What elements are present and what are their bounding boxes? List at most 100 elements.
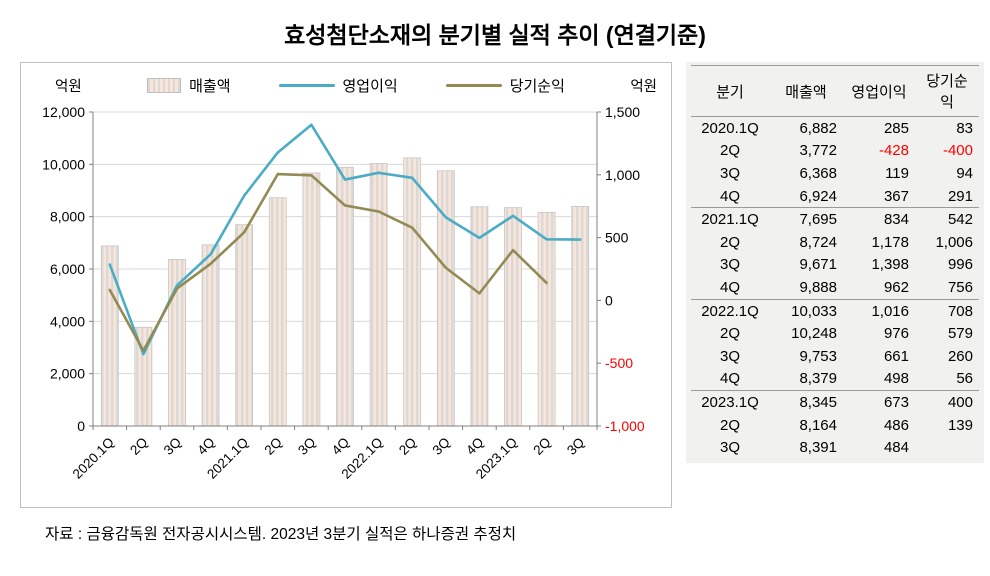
value-cell: 8,345 — [769, 390, 843, 414]
table-row: 2020.1Q 6,882 285 83 — [691, 117, 979, 140]
revenue-bar — [302, 172, 321, 427]
value-cell: 9,671 — [799, 256, 837, 274]
quarter-cell: 2Q — [719, 325, 740, 343]
table-row: 2021.1Q 7,695 834 542 — [691, 207, 979, 231]
x-axis-tick-label: 3Q — [564, 435, 587, 458]
table-header-row: 분기 매출액 영업이익 당기순익 — [691, 65, 979, 117]
value-cell: 756 — [947, 278, 973, 296]
net-income-line — [108, 172, 548, 352]
table-row: 2023.1Q 8,345 673 400 — [691, 390, 979, 414]
right-axis-tick-label: 1,000 — [605, 167, 640, 183]
value-cell: 8,724 — [799, 233, 837, 251]
quarter-cell: 2023.1Q — [691, 390, 769, 414]
table-header-cell: 분기 — [691, 65, 769, 117]
value-cell: 579 — [947, 325, 973, 343]
table-header-cell: 영업이익 — [843, 65, 915, 117]
page: 효성첨단소재의 분기별 실적 추이 (연결기준) 억원 매출액 영업이익 당기순익 … — [0, 16, 990, 544]
chart-header: 억원 매출액 영업이익 당기순익 억원 — [21, 71, 671, 98]
value-cell: 1,178 — [871, 233, 909, 251]
table-row: 2Q 10,248 976 579 — [691, 322, 979, 345]
table-row: 2Q 8,164 486 139 — [691, 414, 979, 437]
value-cell: 6,924 — [799, 187, 837, 205]
value-cell: 9,888 — [799, 278, 837, 296]
value-cell: 260 — [947, 347, 973, 365]
quarter-cell: 2Q — [719, 142, 740, 160]
line-swatch — [445, 84, 502, 87]
value-cell: 119 — [885, 164, 909, 182]
value-cell: 367 — [883, 187, 909, 205]
value-cell: 708 — [915, 298, 979, 323]
value-cell: 400 — [915, 390, 979, 414]
legend-label: 매출액 — [189, 78, 231, 95]
value-cell: 56 — [956, 370, 973, 388]
quarter-cell: 2Q — [719, 416, 740, 434]
left-axis-tick-label: 12,000 — [42, 104, 85, 120]
value-cell: 498 — [883, 370, 909, 388]
table-row: 4Q 8,379 498 56 — [691, 368, 979, 391]
left-axis-tick-label: 6,000 — [50, 261, 85, 277]
value-cell: 10,033 — [769, 298, 843, 323]
x-axis-tick-label: 3Q — [295, 435, 318, 458]
quarter-cell: 4Q — [719, 370, 740, 388]
value-cell: 83 — [956, 119, 973, 137]
chart-panel: 억원 매출액 영업이익 당기순익 억원 0 2,000 4,000 6,000 8,000 1… — [20, 62, 672, 508]
value-cell: 285 — [883, 119, 909, 137]
quarter-cell: 2020.1Q — [701, 119, 759, 137]
operating-profit-line — [108, 123, 582, 356]
table-header-cell: 매출액 — [769, 65, 843, 117]
right-axis-tick-label: -500 — [605, 355, 633, 371]
value-cell: 996 — [947, 256, 973, 274]
value-cell: 1,016 — [843, 298, 915, 323]
quarter-cell: 2022.1Q — [691, 298, 769, 323]
value-cell: 962 — [883, 278, 909, 296]
value-cell: 3,772 — [799, 142, 837, 160]
x-axis-tick-label: 3Q — [161, 435, 184, 458]
value-cell: 834 — [843, 207, 915, 231]
right-axis-tick-label: -1,000 — [605, 418, 645, 434]
value-cell — [915, 436, 979, 459]
quarter-cell: 3Q — [719, 164, 740, 182]
x-axis-tick-label: 2Q — [262, 435, 285, 458]
value-cell: 486 — [883, 416, 909, 434]
value-cell: 8,391 — [799, 439, 837, 457]
left-axis-tick-label: 2,000 — [50, 366, 85, 382]
left-axis-tick-label: 4,000 — [50, 313, 85, 329]
x-axis-tick-label: 4Q — [463, 435, 486, 458]
value-cell: 10,248 — [791, 325, 837, 343]
legend-item-operating-profit: 영업이익 — [278, 75, 398, 96]
value-cell: 484 — [883, 439, 909, 457]
revenue-bar — [537, 211, 556, 427]
x-axis-tick-label: 2020.1Q — [70, 435, 117, 482]
quarter-cell: 4Q — [719, 278, 740, 296]
right-axis-unit-label: 억원 — [630, 79, 657, 95]
x-axis-tick-label: 4Q — [329, 435, 352, 458]
content: 억원 매출액 영업이익 당기순익 억원 0 2,000 4,000 6,000 8,000 1… — [0, 62, 990, 508]
x-axis-tick-label: 4Q — [194, 435, 217, 458]
left-axis-tick-label: 10,000 — [42, 156, 85, 172]
legend-item-net-income: 당기순익 — [445, 75, 565, 96]
value-cell: 6,368 — [799, 164, 837, 182]
table-row: 3Q 9,753 661 260 — [691, 345, 979, 368]
table-row: 3Q 9,671 1,398 996 — [691, 254, 979, 277]
table-header-cell: 당기순익 — [915, 65, 979, 117]
x-axis-tick-label: 2Q — [530, 435, 553, 458]
table-row: 3Q 8,391 484 — [691, 436, 979, 459]
x-axis-tick-label: 3Q — [430, 435, 453, 458]
quarter-cell: 2021.1Q — [691, 207, 769, 231]
value-cell: 1,398 — [871, 256, 909, 274]
revenue-bar — [100, 245, 119, 427]
value-cell: 8,164 — [799, 416, 837, 434]
value-cell: 542 — [915, 207, 979, 231]
results-table: 분기 매출액 영업이익 당기순익 2020.1Q 6,882 285 83 2Q 3,772 -4… — [691, 65, 979, 459]
value-cell: -400 — [942, 142, 973, 160]
quarter-cell: 3Q — [719, 439, 740, 457]
value-cell: 8,379 — [799, 370, 837, 388]
left-axis-tick-label: 0 — [77, 418, 85, 434]
page-title: 효성첨단소재의 분기별 실적 추이 (연결기준) — [284, 22, 706, 48]
source-note: 자료 : 금융감독원 전자공시시스템. 2023년 3분기 실적은 하나증권 추… — [45, 526, 517, 543]
results-table-panel: 분기 매출액 영업이익 당기순익 2020.1Q 6,882 285 83 2Q 3,772 -4… — [686, 62, 984, 463]
revenue-bar — [369, 163, 388, 427]
table-row: 4Q 9,888 962 756 — [691, 276, 979, 299]
value-cell: 291 — [947, 187, 973, 205]
value-cell: 139 — [947, 416, 973, 434]
